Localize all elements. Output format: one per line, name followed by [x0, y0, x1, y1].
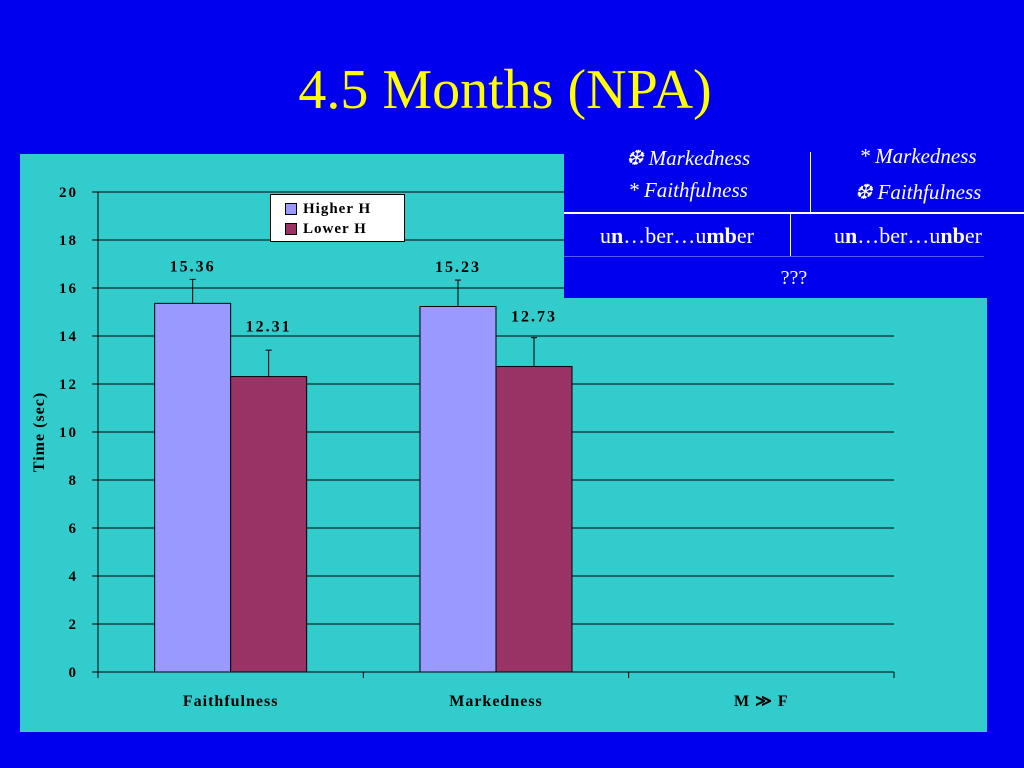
y-tick-label-7: 14: [59, 329, 78, 345]
table-header-col2-line2: ❆ Faithfulness: [854, 180, 982, 204]
y-tick-label-5: 10: [59, 425, 78, 441]
y-tick-label-0: 0: [69, 665, 79, 681]
y-axis-title: Time (sec): [31, 392, 48, 472]
bar-1-1: [495, 365, 573, 673]
y-tick-label-6: 12: [59, 377, 78, 393]
table-bottom-cell: ???: [780, 267, 808, 289]
y-tick-label-10: 20: [59, 185, 78, 201]
legend-item-lower: Lower H: [285, 219, 404, 239]
legend-swatch-higher: [285, 203, 297, 215]
y-tick-label-8: 16: [59, 281, 78, 297]
table-divider-horizontal: [564, 212, 1024, 214]
bar-0-1: [419, 305, 497, 673]
data-label-1-0: 12.31: [246, 319, 292, 336]
table-divider-horizontal-bottom: [564, 256, 984, 257]
chart-legend: Higher H Lower H: [270, 194, 405, 242]
table-header-col2: * Markedness ❆ Faithfulness: [812, 138, 1024, 210]
bar-1-0: [230, 376, 308, 673]
x-tick-label-0: Faithfulness: [183, 693, 279, 710]
data-label-1-1: 12.73: [511, 308, 557, 325]
y-tick-label-1: 2: [69, 617, 79, 633]
legend-label-higher: Higher H: [303, 200, 372, 217]
bar-chart: 0 2 4 6 8 10 12 14 16 18 20 Faithfulness Markedness M…: [31, 185, 895, 710]
table-divider-vertical-bottom: [790, 214, 791, 256]
bar-0-0: [154, 302, 232, 673]
data-label-0-0: 15.36: [170, 258, 216, 275]
slide-title: 4.5 Months (NPA): [298, 59, 712, 121]
table-divider-vertical-top: [810, 152, 811, 212]
y-tick-label-3: 6: [69, 521, 79, 537]
y-tick-label-9: 18: [59, 233, 78, 249]
table-word-col1: un…ber…umber: [600, 223, 754, 248]
legend-item-higher: Higher H: [285, 199, 404, 219]
constraint-table: ❆ Markedness * Faithfulness * Markedness…: [564, 142, 1024, 298]
y-tick-label-4: 8: [69, 473, 79, 489]
table-word-col2: un…ber…unber: [834, 223, 982, 248]
table-header-col2-line1: * Markedness: [859, 144, 977, 168]
x-tick-label-1: Markedness: [449, 693, 543, 710]
table-header-col1-line1: ❆ Markedness: [625, 146, 751, 170]
y-tick-label-2: 4: [69, 569, 79, 585]
legend-label-lower: Lower H: [303, 220, 367, 237]
table-header-col1: ❆ Markedness * Faithfulness: [570, 142, 806, 206]
x-tick-label-2: M ≫ F: [734, 693, 789, 710]
legend-swatch-lower: [285, 223, 297, 235]
table-header-col1-line2: * Faithfulness: [628, 178, 748, 202]
data-label-0-1: 15.23: [435, 259, 481, 276]
